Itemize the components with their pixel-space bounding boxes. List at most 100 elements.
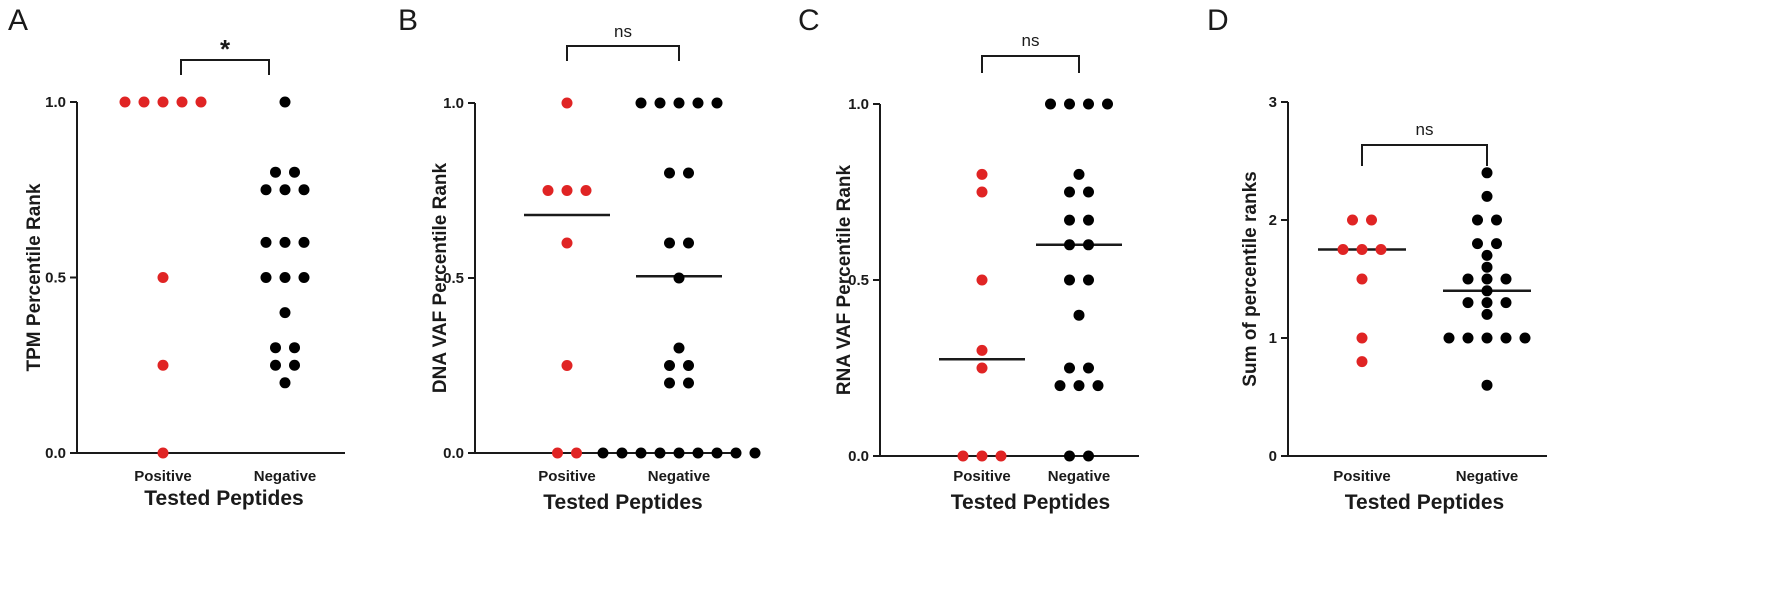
data-point-negative xyxy=(289,166,300,178)
data-point-negative xyxy=(270,359,281,371)
data-point-positive xyxy=(561,97,573,109)
data-point-negative xyxy=(1491,238,1502,250)
data-point-positive xyxy=(1347,214,1358,226)
data-point-negative xyxy=(279,307,291,319)
x-category-label: Negative xyxy=(1048,468,1111,485)
data-point-negative xyxy=(683,360,694,371)
data-point-negative xyxy=(654,97,666,109)
data-point-negative xyxy=(1064,186,1075,198)
x-axis-title: Tested Peptides xyxy=(1345,491,1505,514)
x-category-label: Negative xyxy=(254,468,317,485)
data-point-negative xyxy=(1472,214,1483,226)
data-point-negative xyxy=(673,272,685,284)
data-point-negative xyxy=(1481,190,1493,202)
data-point-negative xyxy=(298,184,310,196)
data-point-positive xyxy=(1356,244,1368,255)
data-point-negative xyxy=(1045,98,1056,110)
significance-label: * xyxy=(220,34,231,64)
x-axis-title: Tested Peptides xyxy=(144,487,304,510)
data-point-positive xyxy=(1356,273,1368,285)
data-point-negative xyxy=(673,447,685,459)
data-point-negative xyxy=(1481,261,1493,273)
data-point-positive xyxy=(561,185,573,196)
data-point-negative xyxy=(1092,380,1104,392)
data-point-positive xyxy=(552,447,563,459)
data-point-positive xyxy=(176,96,188,108)
data-point-negative xyxy=(270,166,281,178)
data-point-negative xyxy=(1481,167,1493,179)
data-point-negative xyxy=(664,167,675,179)
panel-letter: C xyxy=(798,4,820,37)
data-point-positive xyxy=(561,237,573,249)
panel-d: D 0 1 2 3 Sum of percentile ranks Positive Nega… xyxy=(1207,4,1547,514)
data-point-negative xyxy=(673,97,685,109)
data-point-negative xyxy=(1064,239,1075,251)
panel-a: A 0.0 0.5 1.0 TPM Percentile Rank Positive Neg… xyxy=(8,4,345,510)
y-tick-label: 3 xyxy=(1269,94,1277,111)
y-tick-label: 1 xyxy=(1269,330,1277,347)
data-point-positive xyxy=(119,96,131,108)
panel-letter: D xyxy=(1207,4,1229,37)
y-tick-label: 1.0 xyxy=(45,94,66,111)
data-point-negative xyxy=(1064,214,1075,226)
data-point-negative xyxy=(692,447,704,459)
data-point-negative xyxy=(260,272,272,283)
data-point-negative xyxy=(1481,297,1493,309)
data-point-positive xyxy=(976,450,988,462)
data-point-negative xyxy=(692,97,704,109)
x-category-label: Positive xyxy=(953,468,1011,485)
data-point-positive xyxy=(1375,244,1387,255)
data-point-negative xyxy=(1500,273,1512,285)
data-point-negative xyxy=(270,342,281,354)
data-point-positive xyxy=(1366,214,1377,226)
x-axis-title: Tested Peptides xyxy=(543,491,703,514)
data-point-negative xyxy=(1481,249,1493,261)
data-point-negative xyxy=(1481,379,1493,391)
data-point-positive xyxy=(976,168,988,180)
data-point-negative xyxy=(1500,297,1512,309)
y-tick-label: 0 xyxy=(1269,448,1277,465)
y-tick-label: 0.5 xyxy=(45,270,66,287)
data-point-positive xyxy=(995,450,1007,462)
data-point-negative xyxy=(1064,362,1075,374)
data-point-negative xyxy=(279,184,291,196)
data-point-negative xyxy=(664,360,675,371)
data-point-negative xyxy=(1481,285,1493,297)
data-point-negative xyxy=(635,447,647,459)
data-point-negative xyxy=(616,447,628,459)
data-point-negative xyxy=(1472,238,1483,250)
data-point-positive xyxy=(157,359,169,371)
data-point-positive xyxy=(157,447,169,459)
y-tick-label: 0.0 xyxy=(45,445,66,462)
y-tick-label: 0.0 xyxy=(443,445,464,462)
data-point-negative xyxy=(711,97,723,109)
data-point-negative xyxy=(664,237,675,249)
data-point-positive xyxy=(195,96,207,108)
x-category-label: Positive xyxy=(1333,468,1391,485)
data-point-negative xyxy=(1500,332,1512,344)
data-point-negative xyxy=(1083,186,1094,198)
data-point-negative xyxy=(749,447,761,459)
data-point-positive xyxy=(957,450,969,462)
data-point-positive xyxy=(1337,244,1349,255)
y-tick-label: 2 xyxy=(1269,212,1277,229)
data-point-positive xyxy=(976,186,988,198)
data-point-negative xyxy=(664,377,675,389)
data-point-positive xyxy=(561,360,573,371)
data-point-negative xyxy=(1481,332,1493,344)
data-point-negative xyxy=(1064,450,1075,462)
data-point-negative xyxy=(289,342,300,354)
data-point-negative xyxy=(683,377,694,389)
y-axis-title: DNA VAF Percentile Rank xyxy=(430,162,451,393)
significance-label: ns xyxy=(614,22,632,41)
data-point-positive xyxy=(976,274,988,286)
y-axis-title: Sum of percentile ranks xyxy=(1240,171,1261,386)
significance-label: ns xyxy=(1416,120,1434,139)
data-point-negative xyxy=(1481,308,1493,320)
data-point-positive xyxy=(138,96,150,108)
y-tick-label: 1.0 xyxy=(443,95,464,112)
significance-bracket xyxy=(566,45,680,61)
y-tick-label: 0.5 xyxy=(848,272,869,289)
y-axis-title: RNA VAF Percentile Rank xyxy=(834,164,855,395)
